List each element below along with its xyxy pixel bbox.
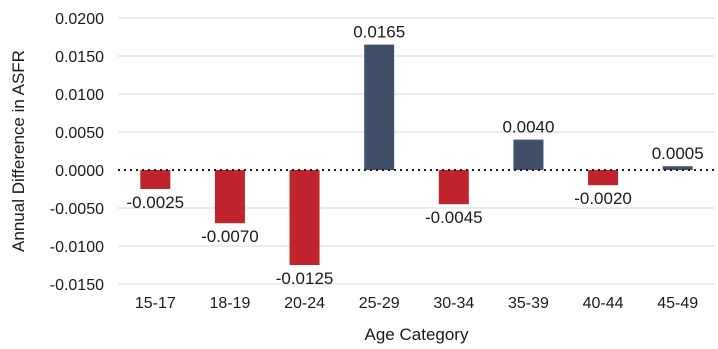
data-label-35-39: 0.0040 (502, 118, 554, 137)
bar-18-19 (214, 170, 245, 224)
bar-40-44 (588, 170, 619, 186)
y-tick-label: 0.0200 (55, 11, 104, 28)
x-axis-ticks: 15-17 18-19 20-24 25-29 30-34 35-39 40-44 45-49 (135, 295, 698, 312)
data-label-18-19: -0.0070 (201, 227, 259, 246)
x-tick-label: 45-49 (657, 295, 698, 312)
y-tick-label: -0.0150 (50, 277, 104, 294)
bar-25-29 (364, 44, 395, 170)
bar-15-17 (140, 170, 171, 189)
y-tick-label: 0.0100 (55, 87, 104, 104)
x-tick-label: 35-39 (508, 295, 549, 312)
data-label-30-34: -0.0045 (425, 208, 483, 227)
x-axis-label: Age Category (365, 325, 469, 344)
bar-35-39 (513, 139, 544, 170)
data-label-15-17: -0.0025 (126, 193, 184, 212)
y-axis-label: Annual Difference in ASFR (9, 50, 28, 252)
y-tick-label: 0.0050 (55, 125, 104, 142)
x-tick-label: 18-19 (209, 295, 250, 312)
x-tick-label: 30-34 (433, 295, 474, 312)
data-label-40-44: -0.0020 (574, 189, 632, 208)
y-axis-ticks: 0.0200 0.0150 0.0100 0.0050 0.0000 -0.0050 -0.… (50, 11, 104, 294)
y-tick-label: 0.0000 (55, 163, 104, 180)
x-tick-label: 15-17 (135, 295, 176, 312)
bar-20-24 (289, 170, 320, 265)
bar-45-49 (662, 166, 693, 170)
data-label-20-24: -0.0125 (276, 269, 334, 288)
x-tick-label: 20-24 (284, 295, 325, 312)
data-labels: -0.0025 -0.0070 -0.0125 0.0165 -0.0045 0.0040… (126, 23, 703, 288)
bars (140, 44, 693, 265)
bar-30-34 (438, 170, 469, 205)
data-label-25-29: 0.0165 (353, 23, 405, 42)
y-tick-label: -0.0050 (50, 201, 104, 218)
y-tick-label: -0.0100 (50, 239, 104, 256)
data-label-45-49: 0.0005 (652, 144, 704, 163)
x-tick-label: 40-44 (583, 295, 624, 312)
x-tick-label: 25-29 (359, 295, 400, 312)
y-tick-label: 0.0150 (55, 49, 104, 66)
